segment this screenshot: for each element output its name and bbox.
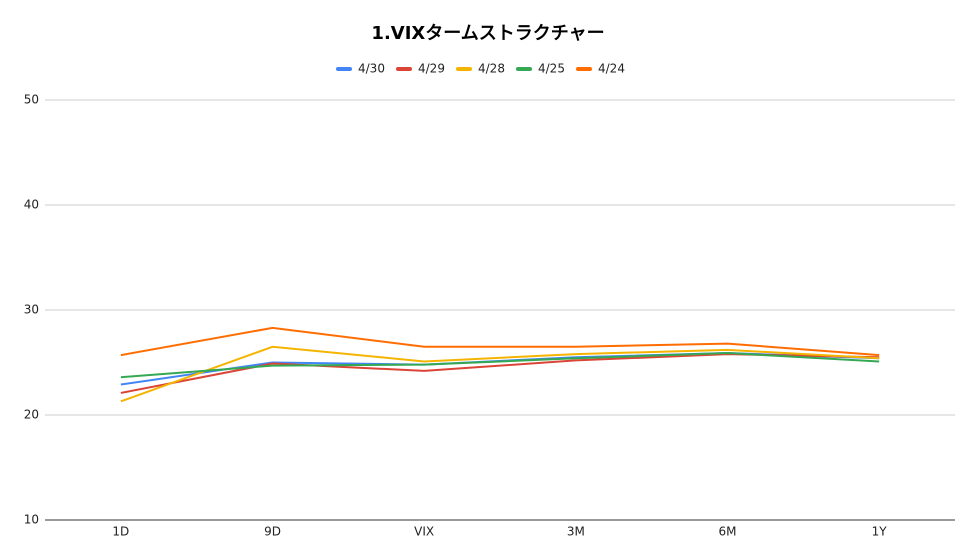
legend-label: 4/24 [598, 62, 625, 76]
legend-label: 4/29 [418, 62, 445, 76]
x-tick-label: 1D [112, 525, 129, 539]
y-tick-label: 30 [24, 303, 39, 317]
x-tick-label: 1Y [872, 525, 888, 539]
x-tick-label: 9D [264, 525, 281, 539]
series-line [120, 352, 880, 379]
legend-label: 4/25 [538, 62, 565, 76]
legend-label: 4/30 [358, 62, 385, 76]
y-tick-label: 10 [24, 513, 39, 527]
x-tick-label: 6M [719, 525, 737, 539]
y-tick-label: 20 [24, 408, 39, 422]
x-tick-label: VIX [414, 525, 434, 539]
y-tick-label: 40 [24, 198, 39, 212]
legend-label: 4/28 [478, 62, 505, 76]
series-line [120, 345, 880, 403]
series-line [120, 326, 880, 357]
x-tick-label: 3M [567, 525, 585, 539]
chart-title: 1.VIXタームストラクチャー [371, 23, 604, 44]
y-tick-label: 50 [24, 93, 39, 107]
